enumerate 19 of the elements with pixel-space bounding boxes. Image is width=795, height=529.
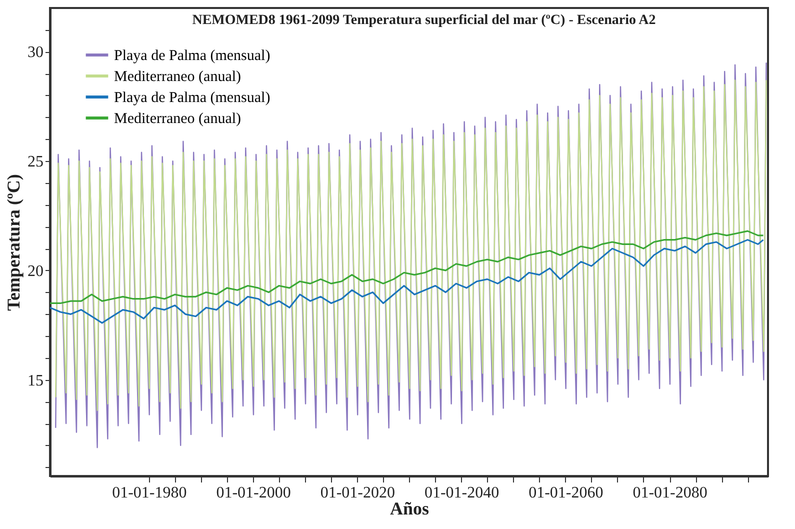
y-axis-title: Temperatura (ºC) xyxy=(4,174,24,311)
legend-label: Playa de Palma (mensual) xyxy=(114,48,270,64)
y-tick-label: 30 xyxy=(28,44,44,62)
x-tick-label: 01-01-2060 xyxy=(528,484,604,502)
legend-label: Playa de Palma (mensual) xyxy=(114,90,270,106)
x-tick-label: 01-01-2040 xyxy=(424,484,500,502)
x-axis-title: Años xyxy=(390,498,430,518)
line-series xyxy=(49,230,764,304)
legend-label: Mediterraneo (anual) xyxy=(114,111,242,127)
x-tick-label: 01-01-2020 xyxy=(320,484,395,502)
x-tick-label: 01-01-2000 xyxy=(216,484,291,502)
x-tick-label: 01-01-2080 xyxy=(632,484,708,502)
line-series xyxy=(49,239,764,324)
y-tick-label: 25 xyxy=(28,154,44,171)
y-tick-label: 15 xyxy=(28,372,44,390)
legend-label: Mediterraneo (anual) xyxy=(114,69,242,85)
y-tick-label: 20 xyxy=(28,262,44,280)
chart-title: NEMOMED8 1961-2099 Temperatura superficial del mar (ºC) - Escenario A2 xyxy=(192,13,656,28)
x-tick-label: 01-01-1980 xyxy=(112,484,187,502)
